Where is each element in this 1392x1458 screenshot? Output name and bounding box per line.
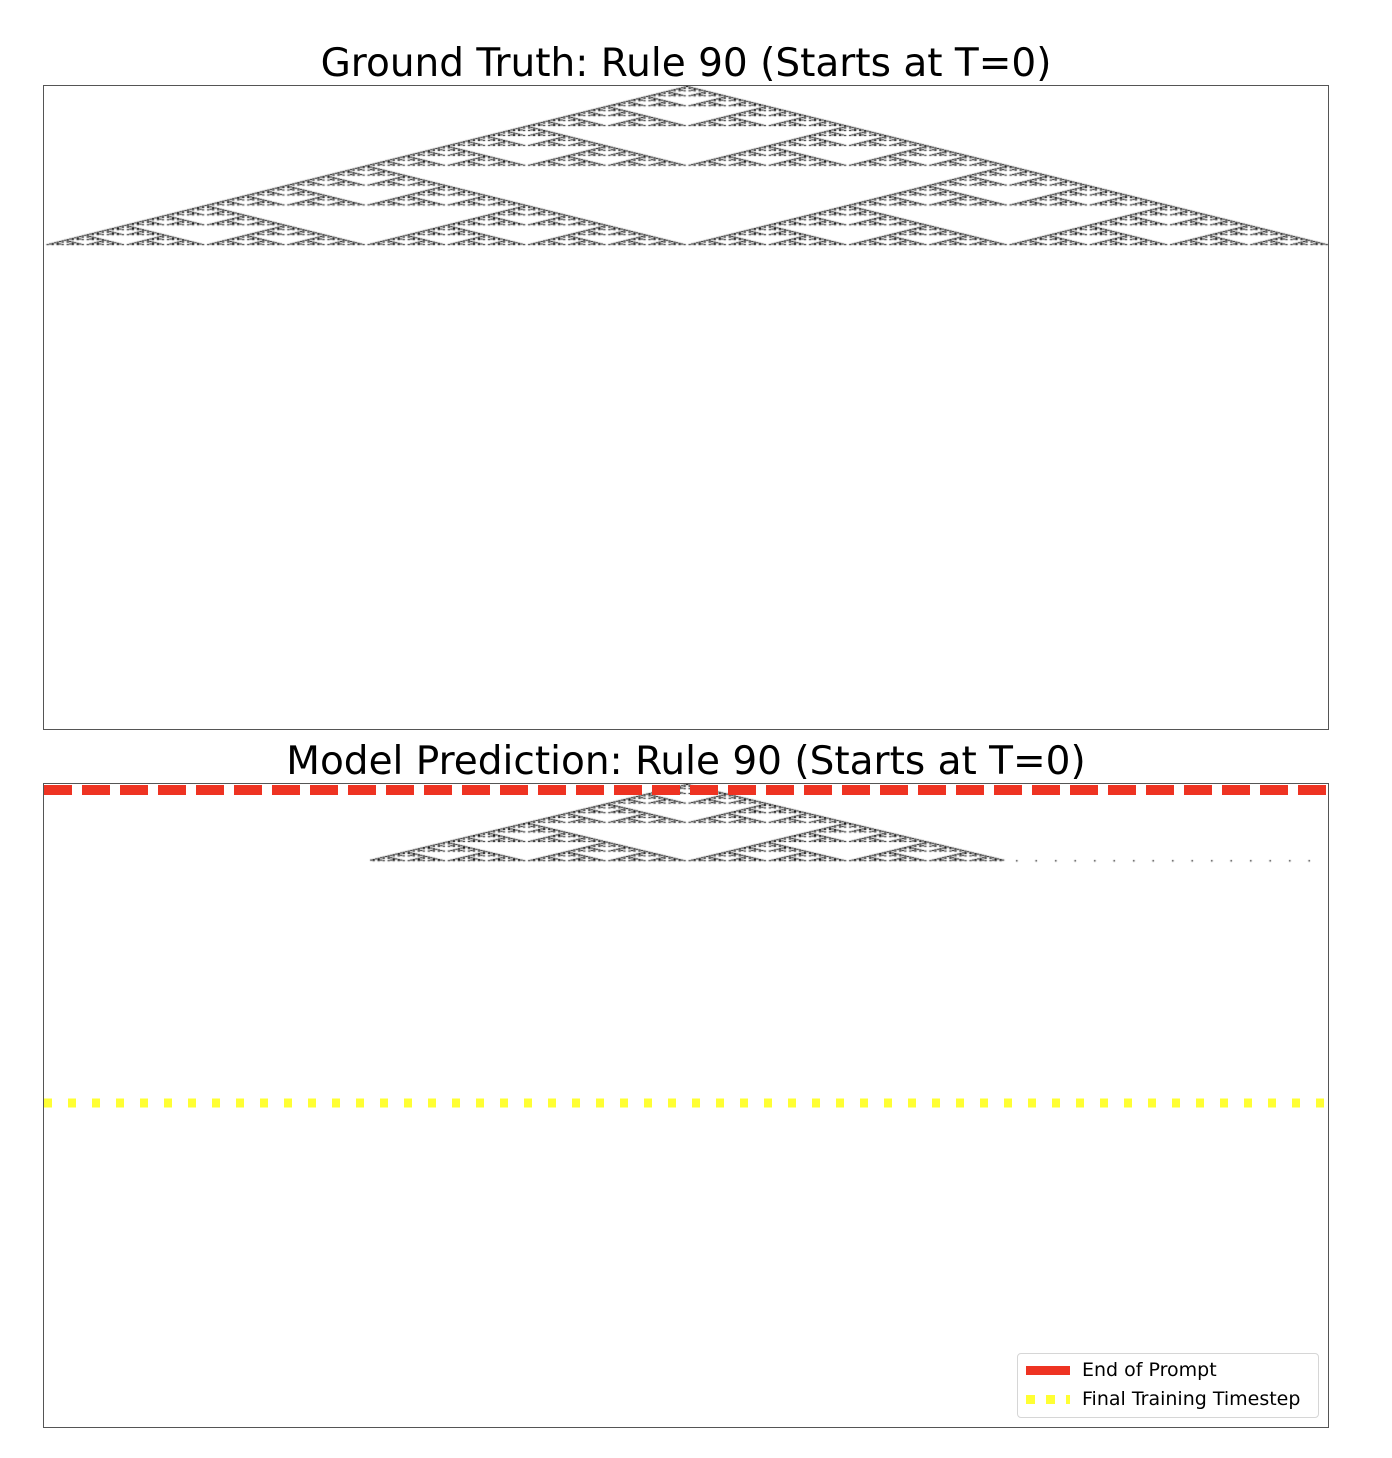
ground-truth-title: Ground Truth: Rule 90 (Starts at T=0) bbox=[320, 41, 1052, 86]
legend-label: End of Prompt bbox=[1082, 1359, 1217, 1381]
legend-entry-final-training-timestep: Final Training Timestep bbox=[1026, 1385, 1316, 1413]
model-prediction-plot bbox=[43, 783, 1329, 1428]
model-prediction-cells bbox=[44, 784, 1328, 1427]
reference-lines bbox=[44, 785, 1328, 1108]
model-prediction-title: Model Prediction: Rule 90 (Starts at T=0… bbox=[286, 739, 1086, 784]
legend-swatch-red-dashed bbox=[1026, 1366, 1070, 1375]
legend-swatch-yellow-dotted bbox=[1026, 1395, 1070, 1404]
legend-label: Final Training Timestep bbox=[1082, 1388, 1301, 1410]
ground-truth-plot bbox=[43, 85, 1329, 730]
legend-entry-end-of-prompt: End of Prompt bbox=[1026, 1356, 1316, 1384]
legend: End of Prompt Final Training Timestep bbox=[1017, 1353, 1319, 1418]
ground-truth-cells bbox=[44, 86, 1328, 729]
